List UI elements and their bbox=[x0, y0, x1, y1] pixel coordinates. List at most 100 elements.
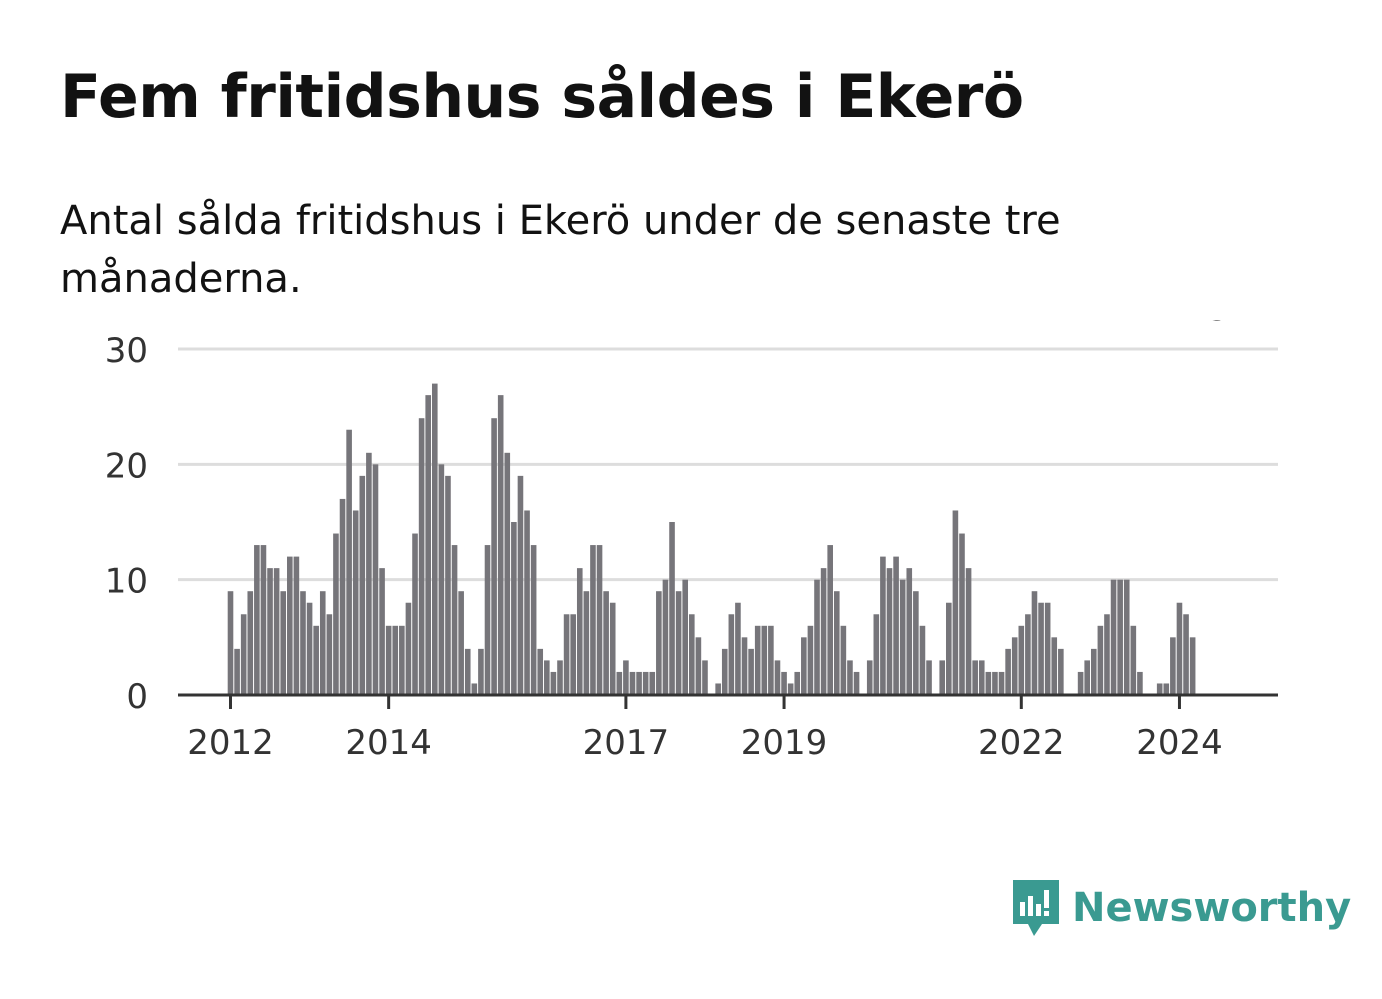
bar bbox=[544, 660, 550, 695]
bar bbox=[959, 533, 965, 695]
bar bbox=[1090, 648, 1097, 695]
bar bbox=[748, 648, 754, 695]
bar bbox=[346, 429, 352, 695]
bar bbox=[985, 671, 992, 695]
bar bbox=[774, 660, 781, 695]
bar bbox=[893, 556, 899, 695]
bar bbox=[530, 545, 537, 695]
bar bbox=[227, 591, 234, 695]
bar bbox=[445, 475, 451, 695]
bar bbox=[399, 625, 405, 695]
newsworthy-logo: Newsworthy bbox=[1010, 878, 1351, 938]
bar bbox=[471, 683, 478, 695]
y-tick-label: 30 bbox=[105, 331, 148, 371]
bar bbox=[234, 648, 240, 695]
bar bbox=[438, 464, 445, 695]
bar bbox=[820, 568, 827, 695]
bar bbox=[636, 671, 642, 695]
bar bbox=[847, 660, 853, 695]
chart-speech-bubble-icon bbox=[1013, 880, 1059, 936]
bar bbox=[629, 671, 636, 695]
bar bbox=[254, 545, 260, 695]
bar bbox=[972, 660, 978, 695]
bar bbox=[616, 671, 623, 695]
bar bbox=[260, 545, 267, 695]
bar bbox=[939, 660, 946, 695]
bar bbox=[899, 579, 906, 695]
bar bbox=[313, 625, 319, 695]
brand-name: Newsworthy bbox=[1072, 885, 1352, 931]
bar bbox=[319, 591, 326, 695]
bar bbox=[768, 625, 774, 695]
bar bbox=[385, 625, 392, 695]
bar bbox=[392, 625, 399, 695]
chart-title: Fem fritidshus såldes i Ekerö bbox=[60, 62, 1024, 132]
bar bbox=[583, 591, 590, 695]
bar bbox=[418, 418, 425, 695]
bar bbox=[1104, 614, 1110, 695]
y-tick-label: 10 bbox=[105, 562, 148, 602]
bar bbox=[326, 614, 333, 695]
chart-subtitle: Antal sålda fritidshus i Ekerö under de … bbox=[60, 198, 1061, 302]
bar bbox=[741, 637, 748, 695]
bar bbox=[504, 452, 511, 695]
bar bbox=[1005, 648, 1011, 695]
bar bbox=[1130, 625, 1137, 695]
bar bbox=[247, 591, 254, 695]
x-tick-label: 2017 bbox=[583, 723, 670, 763]
bar bbox=[695, 637, 702, 695]
bar bbox=[359, 475, 366, 695]
bar bbox=[1123, 579, 1130, 695]
bar bbox=[946, 602, 952, 695]
bars bbox=[227, 383, 1196, 695]
bar bbox=[866, 660, 873, 695]
x-tick-label: 2019 bbox=[741, 723, 828, 763]
bar bbox=[689, 614, 695, 695]
bar bbox=[451, 545, 458, 695]
bar bbox=[1077, 671, 1084, 695]
bar bbox=[761, 625, 768, 695]
bar bbox=[464, 648, 471, 695]
bar bbox=[596, 545, 603, 695]
bar bbox=[1058, 648, 1064, 695]
bar bbox=[491, 418, 497, 695]
bar bbox=[524, 510, 530, 695]
bar bbox=[886, 568, 893, 695]
bar bbox=[458, 591, 464, 695]
bar bbox=[412, 533, 418, 695]
bar bbox=[557, 660, 563, 695]
bar bbox=[431, 383, 438, 695]
bar bbox=[273, 568, 280, 695]
bar bbox=[1183, 614, 1189, 695]
bar bbox=[306, 602, 313, 695]
x-tick-label: 2014 bbox=[345, 723, 432, 763]
bar bbox=[511, 522, 517, 695]
bar bbox=[1011, 637, 1018, 695]
bar bbox=[1038, 602, 1044, 695]
bar bbox=[405, 602, 412, 695]
bar bbox=[1137, 671, 1143, 695]
bar bbox=[642, 671, 649, 695]
x-tick-label: 2022 bbox=[978, 723, 1065, 763]
bar bbox=[833, 591, 840, 695]
bar bbox=[484, 545, 491, 695]
bar bbox=[293, 556, 300, 695]
bar bbox=[682, 579, 689, 695]
bar bbox=[372, 464, 379, 695]
bar bbox=[873, 614, 880, 695]
bar bbox=[702, 660, 708, 695]
bar bbox=[497, 395, 504, 695]
bar bbox=[478, 648, 484, 695]
value-annotation-label: 5 bbox=[1208, 320, 1230, 329]
bar bbox=[563, 614, 570, 695]
bar bbox=[1110, 579, 1117, 695]
bar bbox=[366, 452, 372, 695]
bar bbox=[537, 648, 544, 695]
annotations: 5 bbox=[1205, 320, 1234, 333]
y-tick-label: 0 bbox=[126, 677, 148, 717]
bar bbox=[333, 533, 339, 695]
bar bbox=[840, 625, 847, 695]
bar bbox=[807, 625, 814, 695]
y-axis-labels: 0 10 20 30 bbox=[105, 331, 148, 717]
bar bbox=[656, 591, 662, 695]
